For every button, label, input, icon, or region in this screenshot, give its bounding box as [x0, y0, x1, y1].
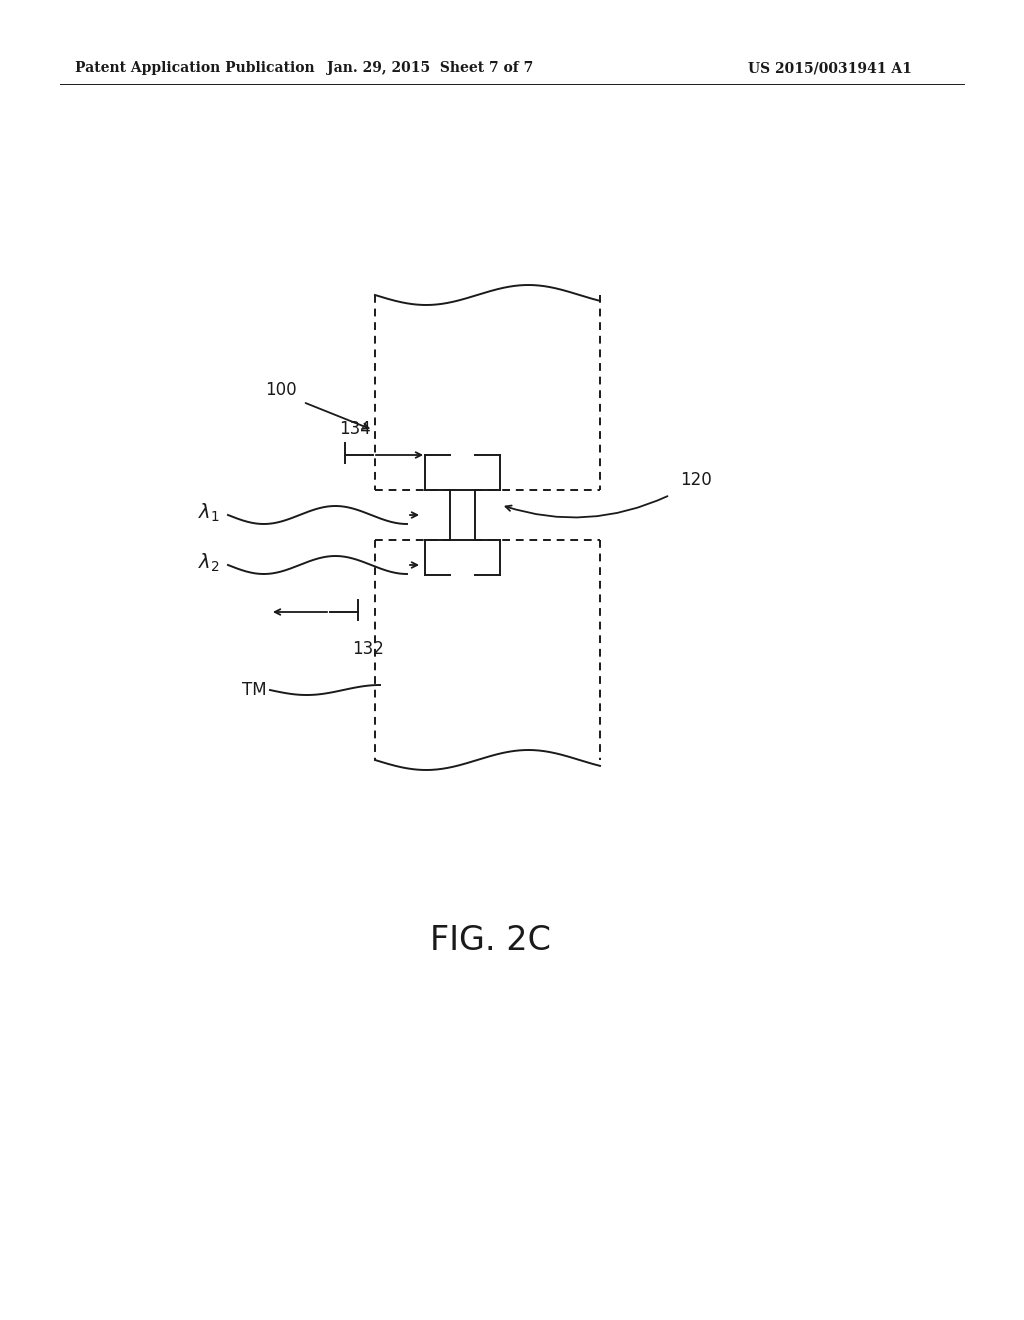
Text: 120: 120	[680, 471, 712, 488]
Text: $\lambda_2$: $\lambda_2$	[199, 552, 220, 574]
Text: $\lambda_1$: $\lambda_1$	[199, 502, 220, 524]
Text: 132: 132	[352, 640, 384, 657]
Text: 134: 134	[339, 420, 371, 438]
Text: US 2015/0031941 A1: US 2015/0031941 A1	[749, 61, 912, 75]
Text: FIG. 2C: FIG. 2C	[429, 924, 551, 957]
Text: Jan. 29, 2015  Sheet 7 of 7: Jan. 29, 2015 Sheet 7 of 7	[327, 61, 534, 75]
Text: Patent Application Publication: Patent Application Publication	[75, 61, 314, 75]
Text: 100: 100	[265, 381, 297, 399]
Text: TM: TM	[243, 681, 267, 700]
